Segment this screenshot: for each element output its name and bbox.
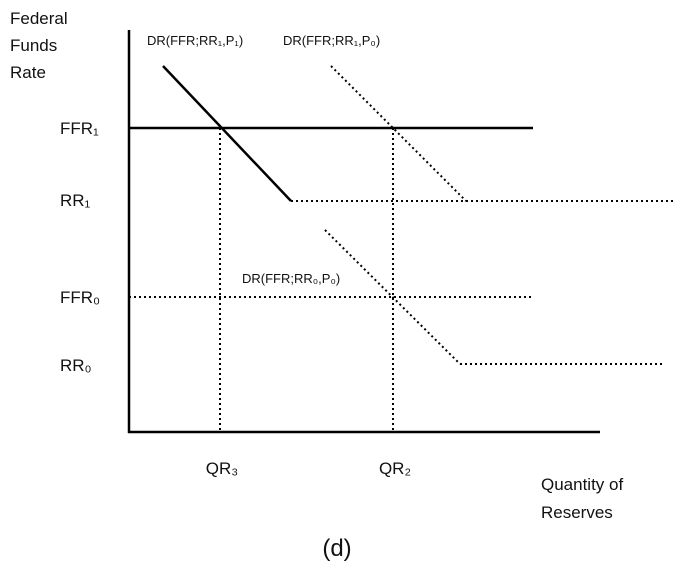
y-axis-label: Federal xyxy=(10,9,68,28)
level-label: RR₁ xyxy=(60,191,91,210)
curve-label: DR(FFR;RR₁,P₀) xyxy=(283,33,380,48)
curve-label: DR(FFR;RR₀,P₀) xyxy=(242,271,340,286)
curve-label: DR(FFR;RR₁,P₁) xyxy=(147,33,243,48)
demand-curve xyxy=(330,65,467,202)
x-axis-label: Quantity of xyxy=(541,475,623,494)
demand-curve xyxy=(324,229,461,365)
y-axis-label: Rate xyxy=(10,63,46,82)
level-label: FFR₁ xyxy=(60,119,99,138)
x-axis-label: Reserves xyxy=(541,503,613,522)
level-label: FFR₀ xyxy=(60,288,100,307)
quantity-label: QR₂ xyxy=(379,459,411,478)
demand-curve xyxy=(162,65,292,202)
caption: (d) xyxy=(322,535,351,562)
quantity-label: QR₃ xyxy=(206,459,238,478)
level-label: RR₀ xyxy=(60,356,92,375)
y-axis-label: Funds xyxy=(10,36,57,55)
